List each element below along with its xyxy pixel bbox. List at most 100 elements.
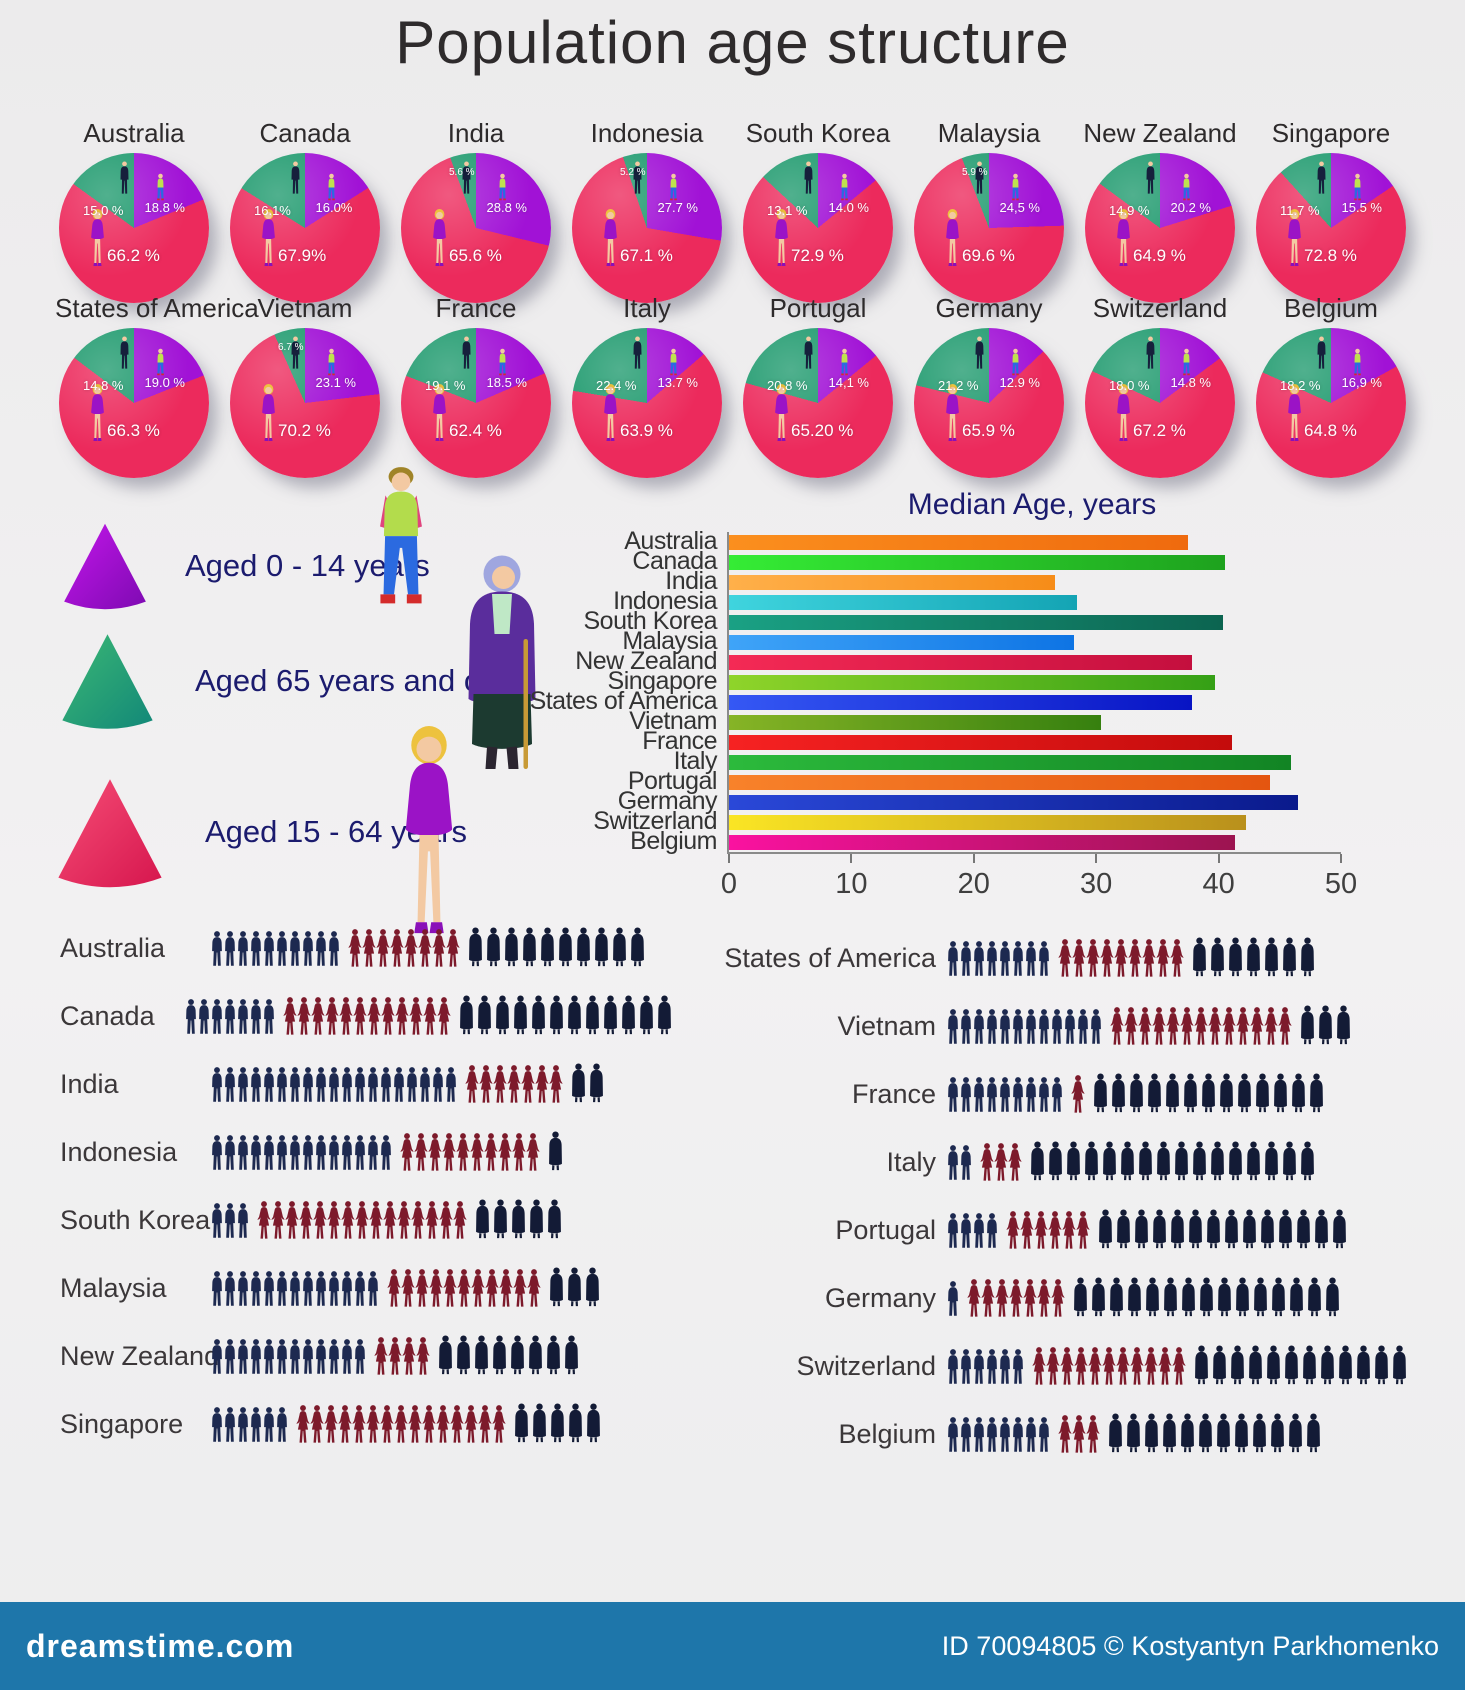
pie-card-new-zealand: New Zealand 14.9 % 20.2 % 64.9 %	[1081, 118, 1239, 303]
pie-label-aged-65-over: 16.1%	[254, 202, 291, 218]
pictogram-column-right: States of America Vietnam France Italy Portu…	[722, 916, 1457, 1460]
man-silhouette-icon	[366, 1128, 380, 1178]
pictogram-row-india: India	[60, 1042, 680, 1110]
pie-country-label: Vietnam	[257, 293, 353, 323]
x-axis-tick-label: 0	[720, 868, 738, 900]
elderly-silhouette-icon	[1235, 1067, 1254, 1120]
pie-label-aged-0-14: 14.8 %	[1170, 374, 1211, 390]
pictogram-group-women	[399, 1127, 539, 1178]
man-silhouette-icon	[972, 934, 986, 984]
elderly-silhouette-icon	[1214, 1407, 1233, 1460]
elderly-silhouette-icon	[1298, 999, 1317, 1052]
pie-label-aged-0-14: 12.9 %	[999, 374, 1040, 390]
elderly-silhouette-icon	[530, 1397, 549, 1450]
man-silhouette-icon	[249, 924, 263, 974]
elderly-silhouette-icon	[1282, 1339, 1301, 1392]
child-icon	[1010, 348, 1021, 377]
woman-icon	[428, 209, 451, 269]
bar-country-label-belgium: Belgium	[630, 827, 717, 855]
pictogram-country-label: States of America	[724, 943, 936, 973]
page-title: Population age structure	[395, 9, 1070, 76]
pie-country-label: Singapore	[1271, 118, 1391, 148]
pie-chart-malaysia: 5.9 % 24,5 % 69.6 %	[914, 153, 1064, 303]
man-silhouette-icon	[275, 1332, 289, 1382]
elderly-silhouette-icon	[1082, 1135, 1101, 1188]
pie-label-aged-65-over: 21.2 %	[938, 377, 979, 393]
bar-country-label-states-of-america: States of America	[529, 687, 718, 715]
elderly-silhouette-icon	[491, 1193, 510, 1246]
man-silhouette-icon	[985, 1070, 999, 1120]
pictogram-group-women	[979, 1137, 1021, 1188]
pictogram-row-australia: Australia	[60, 906, 680, 974]
elderly-silhouette-icon	[1106, 1407, 1125, 1460]
pictogram-group-men	[210, 1196, 249, 1246]
elderly-silhouette-icon	[1127, 1067, 1146, 1120]
pictogram-country-label: South Korea	[60, 1205, 211, 1235]
pictogram-country-label: Portugal	[835, 1215, 936, 1245]
child-icon	[1352, 173, 1363, 202]
pictogram-figures	[210, 1125, 571, 1178]
elderly-silhouette-icon	[1118, 1135, 1137, 1188]
man-silhouette-icon	[262, 1264, 276, 1314]
pictogram-group-women	[1031, 1341, 1185, 1392]
pictogram-group-women	[1057, 933, 1183, 984]
pie-label-aged-65-over: 5.6 %	[449, 166, 475, 178]
elderly-silhouette-icon	[1244, 1135, 1263, 1188]
bar-chart-title: Median Age, years	[907, 488, 1157, 521]
bar-country-label-france: France	[642, 727, 717, 755]
bar-country-label-italy: Italy	[673, 747, 718, 775]
x-axis-tick	[1217, 854, 1220, 863]
man-silhouette-icon	[972, 1342, 986, 1392]
man-silhouette-icon	[985, 934, 999, 984]
elderly-silhouette-icon	[1312, 1203, 1331, 1256]
man-silhouette-icon	[392, 1060, 406, 1110]
elderly-silhouette-icon	[473, 1193, 492, 1246]
bar-south-korea	[729, 614, 1224, 630]
man-silhouette-icon	[223, 1400, 237, 1450]
man-silhouette-icon	[301, 1128, 315, 1178]
man-silhouette-icon	[223, 1196, 237, 1246]
man-silhouette-icon	[946, 1342, 960, 1392]
man-silhouette-icon	[444, 1060, 458, 1110]
elderly-silhouette-icon	[1208, 1135, 1227, 1188]
elderly-silhouette-icon	[556, 921, 575, 974]
man-silhouette-icon	[249, 1400, 263, 1450]
man-silhouette-icon	[959, 1206, 973, 1256]
elderly-silhouette-icon	[1190, 931, 1209, 984]
elderly-silhouette-icon	[1268, 1407, 1287, 1460]
bar-france	[729, 734, 1233, 750]
bar-canada	[729, 554, 1225, 570]
man-silhouette-icon	[210, 1196, 224, 1246]
pictogram-country-label: Vietnam	[837, 1011, 936, 1041]
bar-country-label-canada: Canada	[632, 547, 717, 575]
elderly-silhouette-icon	[484, 921, 503, 974]
pie-country-label: States of America	[55, 293, 259, 323]
pie-label-aged-15-64: 63.9 %	[620, 421, 673, 440]
pictogram-group-elderly	[1028, 1135, 1316, 1188]
pie-chart-france: 19.1 % 18.5 % 62.4 %	[401, 328, 551, 478]
man-silhouette-icon	[972, 1410, 986, 1460]
pie-country-label: France	[435, 293, 517, 323]
pictogram-country-label: Germany	[824, 1283, 936, 1313]
pictogram-group-men	[946, 1274, 959, 1324]
pictogram-group-men	[210, 1128, 392, 1178]
pictogram-group-elderly	[546, 1125, 564, 1178]
man-silhouette-icon	[314, 924, 328, 974]
pie-label-aged-0-14: 24,5 %	[999, 199, 1040, 215]
x-axis-tick-label: 10	[835, 868, 868, 900]
elderly-silhouette-icon	[1269, 1271, 1288, 1324]
pie-chart-row-2: States of America 14.8 % 19.0 % 66.3 % Vietn…	[55, 293, 1410, 478]
bar-vietnam	[729, 714, 1102, 730]
pie-label-aged-0-14: 16.0%	[315, 199, 353, 215]
child-icon	[155, 173, 166, 202]
pictogram-row-italy: Italy	[722, 1120, 1457, 1188]
man-silhouette-icon	[1037, 1410, 1051, 1460]
man-silhouette-icon	[959, 1138, 973, 1188]
elderly-silhouette-icon	[1304, 1407, 1323, 1460]
elderly-silhouette-icon	[601, 989, 620, 1042]
pie-card-italy: Italy 22.4 % 13.7 % 63.9 %	[568, 293, 726, 478]
pictogram-group-men	[210, 1332, 366, 1382]
pictogram-row-canada: Canada	[60, 974, 680, 1042]
elderly-silhouette-icon	[1298, 931, 1317, 984]
man-silhouette-icon	[236, 992, 250, 1042]
